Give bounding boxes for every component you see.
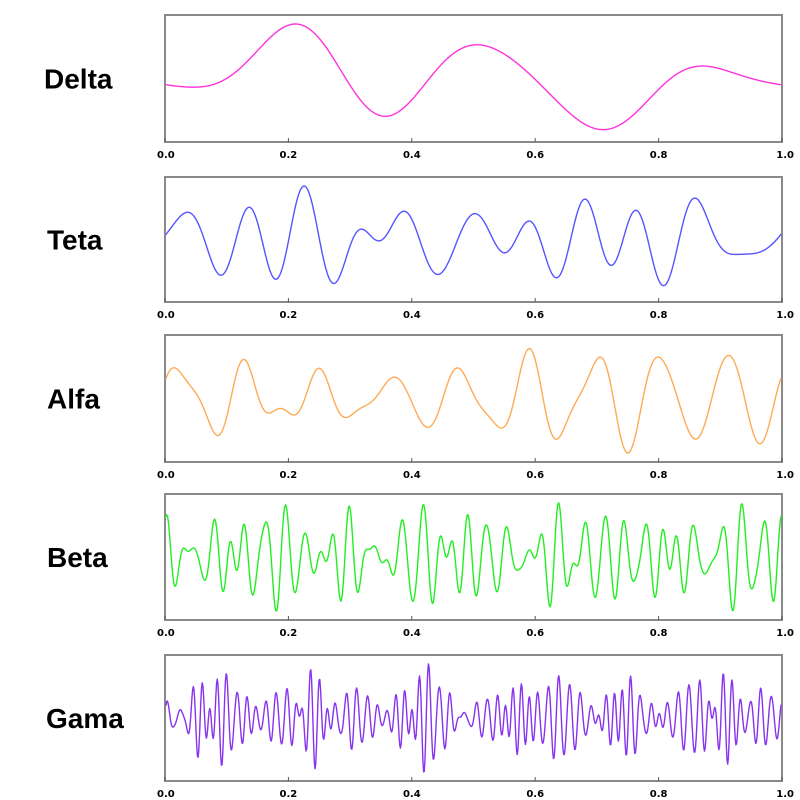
wave-line-delta [165, 23, 782, 131]
x-tick-label: 0.8 [650, 470, 668, 481]
x-tick-label: 1.0 [776, 310, 794, 321]
band-label-alfa: Alfa [47, 384, 100, 415]
x-tick-label: 0.6 [526, 150, 544, 161]
x-tick-label: 0.0 [157, 150, 175, 161]
x-tick-label: 0.8 [650, 789, 668, 800]
x-tick-label: 0.2 [280, 470, 298, 481]
x-tick-label: 0.0 [157, 628, 175, 639]
x-tick-label: 0.0 [157, 310, 175, 321]
x-tick-label: 0.4 [403, 628, 421, 639]
panel-gama: Gama 0.0 0.2 0.4 0.6 0.8 1.0 [46, 654, 794, 800]
x-tick-label: 0.4 [403, 150, 421, 161]
x-tick-label: 0.6 [526, 628, 544, 639]
x-tick-label: 0.6 [526, 470, 544, 481]
x-tick-label: 0.2 [280, 310, 298, 321]
x-tick-label: 0.2 [280, 150, 298, 161]
x-tick-label: 0.2 [280, 789, 298, 800]
wave-line-gama [165, 663, 782, 773]
x-tick-label: 0.4 [403, 310, 421, 321]
panel-delta: Delta 0.0 0.2 0.4 0.6 0.8 1.0 [44, 14, 794, 161]
x-tick-label: 0.2 [280, 628, 298, 639]
panel-beta: Beta 0.0 0.2 0.4 0.6 0.8 1.0 [47, 493, 794, 639]
x-tick-label: 0.0 [157, 789, 175, 800]
plot-frame [164, 14, 783, 143]
plot-frame [164, 176, 783, 303]
band-label-gama: Gama [46, 703, 124, 734]
x-tick-label: 1.0 [776, 789, 794, 800]
x-tick-label: 0.8 [650, 628, 668, 639]
x-tick-label: 1.0 [776, 470, 794, 481]
x-tick-label: 0.4 [403, 470, 421, 481]
band-label-delta: Delta [44, 64, 113, 95]
panel-teta: Teta 0.0 0.2 0.4 0.6 0.8 1.0 [47, 176, 794, 321]
x-tick-label: 1.0 [776, 150, 794, 161]
x-tick-label: 0.0 [157, 470, 175, 481]
wave-line-alfa [165, 347, 782, 454]
plot-frame [164, 493, 783, 621]
x-tick-label: 1.0 [776, 628, 794, 639]
x-tick-label: 0.6 [526, 789, 544, 800]
wave-line-beta [165, 502, 782, 612]
x-tick-label: 0.4 [403, 789, 421, 800]
band-label-beta: Beta [47, 542, 108, 573]
x-tick-label: 0.8 [650, 150, 668, 161]
wave-line-teta [165, 185, 782, 287]
x-tick-label: 0.8 [650, 310, 668, 321]
x-tick-label: 0.6 [526, 310, 544, 321]
band-label-teta: Teta [47, 225, 103, 256]
panel-alfa: Alfa 0.0 0.2 0.4 0.6 0.8 1.0 [47, 334, 794, 481]
plot-frame [164, 334, 783, 463]
